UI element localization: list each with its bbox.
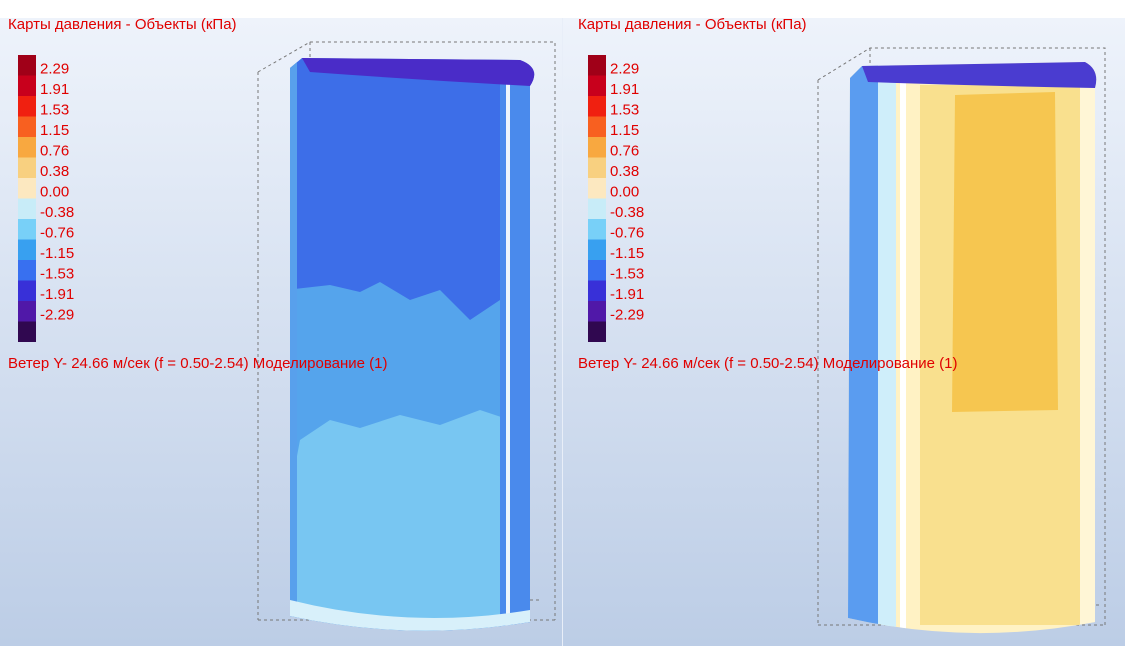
legend-label: -1.91 — [40, 286, 74, 303]
caption: Ветер Y- 24.66 м/сек (f = 0.50-2.54) Мод… — [8, 355, 388, 372]
legend-swatch — [588, 55, 606, 76]
legend-label: 0.38 — [610, 163, 639, 180]
legend-label: -0.76 — [610, 224, 644, 241]
legend-title: Карты давления - Объекты (кПа) — [578, 16, 807, 33]
legend-swatch — [18, 158, 36, 179]
legend-swatch — [18, 76, 36, 97]
legend-label: -0.38 — [610, 204, 644, 221]
legend-swatch — [588, 158, 606, 179]
legend-label: -0.38 — [40, 204, 74, 221]
legend-label: 0.76 — [40, 142, 69, 159]
legend-label: -1.15 — [40, 245, 74, 262]
legend-label: 1.53 — [610, 101, 639, 118]
legend-swatch — [18, 260, 36, 281]
legend-swatch — [588, 240, 606, 261]
legend-swatch — [588, 117, 606, 138]
legend-swatch — [18, 322, 36, 343]
legend-label: 1.91 — [40, 81, 69, 98]
legend-label: 2.29 — [40, 60, 69, 77]
legend-title: Карты давления - Объекты (кПа) — [8, 16, 237, 33]
legend-swatch — [588, 137, 606, 158]
legend-label: -0.76 — [40, 224, 74, 241]
legend-swatch — [588, 76, 606, 97]
legend-label: -2.29 — [40, 306, 74, 323]
legend-swatch — [18, 301, 36, 322]
legend-label: 1.91 — [610, 81, 639, 98]
legend-label: -1.91 — [610, 286, 644, 303]
legend-swatch — [588, 96, 606, 117]
legend-label: 1.15 — [610, 122, 639, 139]
legend-label: 0.00 — [610, 183, 639, 200]
legend-label: 1.15 — [40, 122, 69, 139]
model-right — [818, 48, 1105, 646]
legend-swatch — [588, 301, 606, 322]
legend-label: -1.53 — [40, 265, 74, 282]
legend-swatch — [588, 260, 606, 281]
model-left — [258, 42, 555, 645]
legend-swatch — [588, 199, 606, 220]
legend-label: -1.53 — [610, 265, 644, 282]
screenshot: Карты давления - Объекты (кПа) 2.29 1.91 1.… — [0, 0, 1125, 646]
legend-swatch — [18, 178, 36, 199]
legend-swatch — [18, 55, 36, 76]
legend-swatch — [588, 178, 606, 199]
legend-label: 0.00 — [40, 183, 69, 200]
legend-swatch — [18, 281, 36, 302]
legend-label: -1.15 — [610, 245, 644, 262]
legend-label: 0.76 — [610, 142, 639, 159]
divider — [562, 18, 563, 646]
legend-swatch — [18, 117, 36, 138]
legend-swatch — [18, 240, 36, 261]
legend-swatch — [18, 96, 36, 117]
legend-swatch — [18, 219, 36, 240]
legend-swatch — [588, 219, 606, 240]
legend-label: 2.29 — [610, 60, 639, 77]
legend-swatch — [18, 199, 36, 220]
caption: Ветер Y- 24.66 м/сек (f = 0.50-2.54) Мод… — [578, 355, 958, 372]
legend-label: 1.53 — [40, 101, 69, 118]
legend-swatch — [588, 322, 606, 343]
legend-label: -2.29 — [610, 306, 644, 323]
legend-swatch — [18, 137, 36, 158]
legend-label: 0.38 — [40, 163, 69, 180]
legend-swatch — [588, 281, 606, 302]
